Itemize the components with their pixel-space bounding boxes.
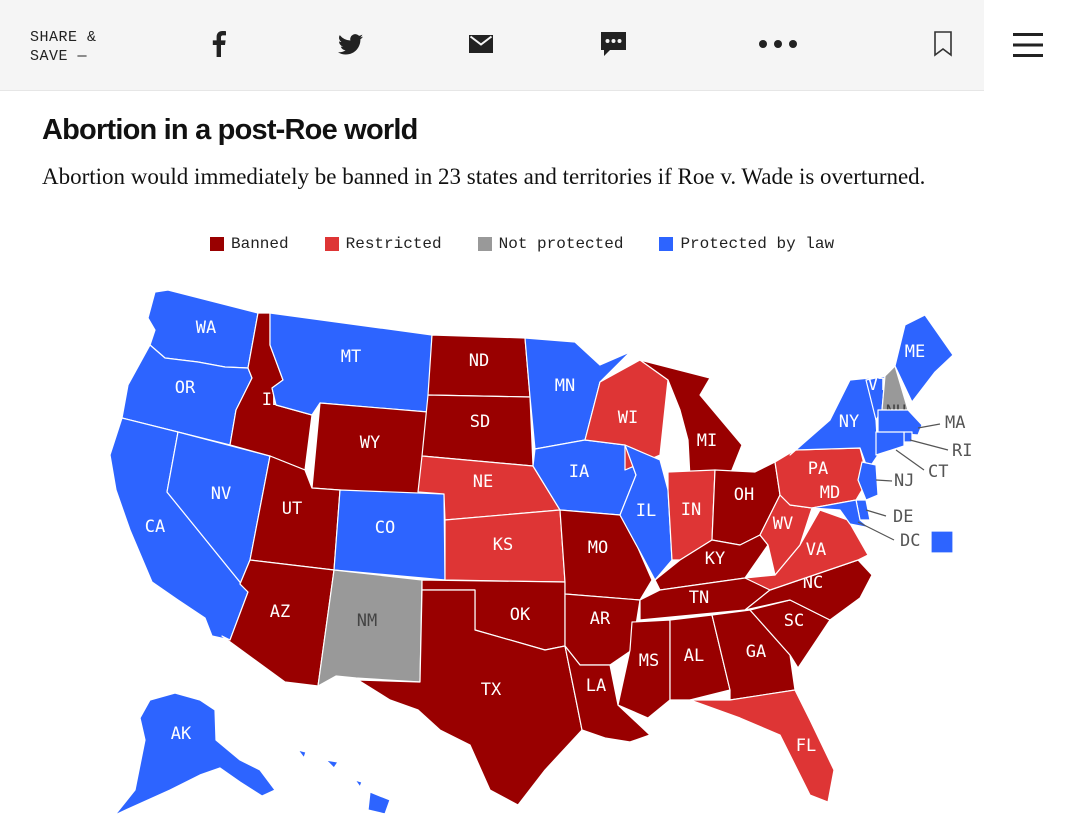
state-ct[interactable]: [875, 431, 905, 456]
state-label-vt: VT: [868, 375, 888, 395]
callout-line-nj: [875, 479, 893, 482]
state-label-mo: MO: [588, 538, 608, 558]
state-la[interactable]: [564, 645, 651, 743]
comments-icon[interactable]: [598, 29, 628, 59]
state-label-fl: FL: [796, 736, 816, 756]
state-label-ak: AK: [171, 724, 192, 744]
state-label-co: CO: [375, 518, 395, 538]
state-me[interactable]: [894, 314, 954, 403]
callout-line-ct: [895, 449, 925, 471]
callout-label-dc: DC: [900, 531, 920, 551]
state-dc[interactable]: [930, 530, 954, 554]
state-label-ny: NY: [839, 412, 859, 432]
state-label-wi: WI: [618, 408, 638, 428]
article-dek: Abortion would immediately be banned in …: [42, 164, 926, 189]
legend-swatch-not-protected: [477, 237, 492, 251]
state-label-wv: WV: [773, 514, 793, 534]
state-label-pa: PA: [808, 459, 828, 479]
state-label-mn: MN: [555, 376, 575, 396]
state-al[interactable]: [669, 614, 731, 701]
state-label-ky: KY: [705, 549, 725, 569]
state-label-ok: OK: [510, 605, 531, 625]
state-label-la: LA: [586, 676, 606, 696]
state-label-mt: MT: [341, 347, 361, 367]
state-ma[interactable]: [877, 409, 923, 436]
twitter-icon[interactable]: [335, 29, 365, 59]
state-label-ca: CA: [145, 517, 165, 537]
menu-icon: [1012, 33, 1043, 57]
legend-item-restricted: Restricted: [324, 234, 442, 254]
state-label-nv: NV: [211, 484, 231, 504]
callout-line-de: [865, 509, 887, 517]
menu-button[interactable]: [984, 0, 1071, 90]
callout-label-ri: RI: [952, 441, 972, 461]
state-label-tx: TX: [481, 680, 502, 700]
state-tx[interactable]: [357, 589, 583, 806]
callout-label-ma: MA: [945, 413, 965, 433]
facebook-icon[interactable]: [204, 29, 234, 59]
share-toolbar: SHARE & SAVE —: [0, 0, 984, 91]
legend-label: Banned: [231, 235, 289, 253]
state-label-or: OR: [175, 378, 196, 398]
state-label-al: AL: [684, 646, 704, 666]
state-label-sc: SC: [784, 611, 804, 631]
bookmark-icon[interactable]: [928, 29, 958, 59]
legend-swatch-restricted: [324, 237, 339, 251]
legend-label: Protected by law: [680, 235, 835, 253]
state-label-me: ME: [905, 342, 925, 362]
state-label-ar: AR: [590, 609, 611, 629]
state-label-sd: SD: [470, 412, 490, 432]
state-label-wa: WA: [196, 318, 216, 338]
state-nj[interactable]: [857, 461, 879, 501]
legend-label: Not protected: [498, 235, 624, 253]
state-label-ga: GA: [746, 642, 766, 662]
state-label-mi: MI: [697, 431, 717, 451]
state-hi[interactable]: [297, 749, 391, 815]
article-title: Abortion in a post-Roe world: [42, 114, 418, 146]
callout-line-ma: [917, 423, 941, 429]
email-icon[interactable]: [466, 29, 496, 59]
map-legend: Banned Restricted Not protected Protecte…: [210, 234, 870, 254]
callout-label-nj: NJ: [894, 471, 914, 491]
state-ak[interactable]: [114, 692, 276, 816]
state-label-ms: MS: [639, 651, 659, 671]
state-label-in: IN: [681, 500, 701, 520]
us-abortion-map: WAORCANVIDMTWYUTAZCONMNDSDNEKSOKTXMNIAMO…: [109, 289, 972, 816]
state-fl[interactable]: [689, 689, 835, 803]
state-label-oh: OH: [734, 485, 754, 505]
legend-item-not-protected: Not protected: [477, 234, 624, 254]
state-label-nm: NM: [357, 611, 377, 631]
share-save-label: SHARE & SAVE —: [30, 29, 97, 65]
state-label-nc: NC: [803, 573, 823, 593]
state-label-il: IL: [636, 501, 656, 521]
more-icon[interactable]: [757, 29, 799, 59]
legend-label: Restricted: [345, 235, 442, 253]
callout-label-de: DE: [893, 507, 913, 527]
state-label-az: AZ: [270, 602, 290, 622]
state-label-va: VA: [806, 540, 826, 560]
state-label-ne: NE: [473, 472, 493, 492]
state-label-nd: ND: [469, 351, 489, 371]
state-label-tn: TN: [689, 588, 709, 608]
legend-item-banned: Banned: [210, 234, 289, 254]
legend-item-protected: Protected by law: [659, 234, 834, 254]
state-label-ut: UT: [282, 499, 302, 519]
callout-line-ri: [909, 439, 949, 451]
callout-line-dc: [857, 521, 895, 541]
legend-swatch-banned: [210, 237, 224, 251]
legend-swatch-protected: [659, 237, 674, 251]
state-label-md: MD: [820, 483, 840, 503]
state-label-wy: WY: [360, 433, 380, 453]
state-label-ia: IA: [569, 462, 589, 482]
callout-label-ct: CT: [928, 462, 948, 482]
state-label-ks: KS: [493, 535, 513, 555]
